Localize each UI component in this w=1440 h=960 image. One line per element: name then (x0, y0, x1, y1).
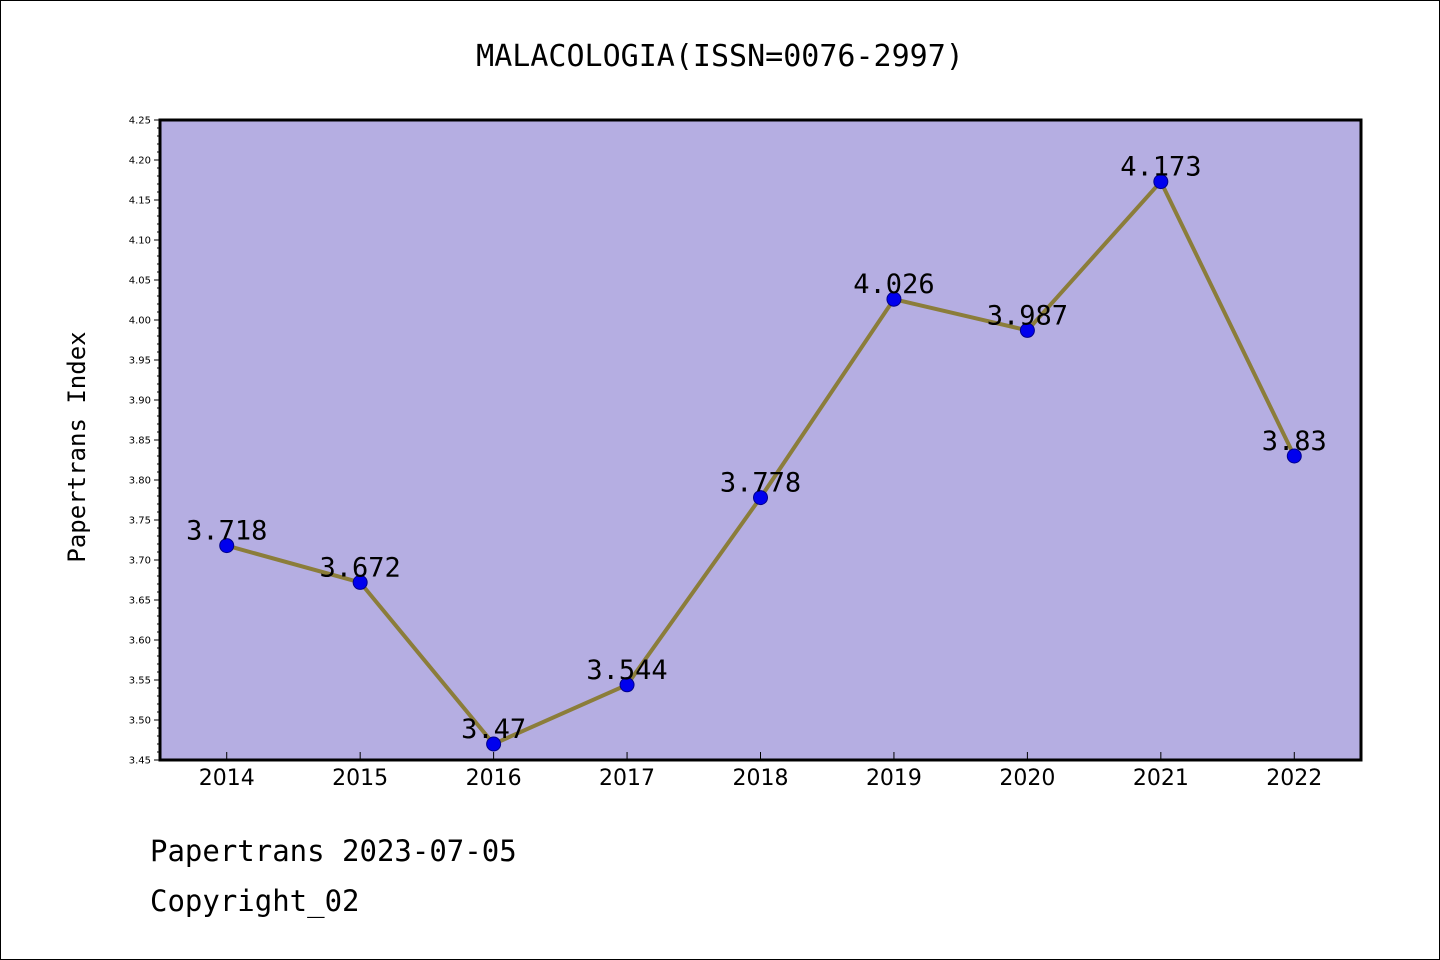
data-label: 3.718 (186, 516, 267, 547)
y-tick-label: 3.90 (129, 396, 151, 407)
x-tick-label: 2022 (1266, 766, 1322, 791)
y-tick-label: 3.55 (129, 676, 151, 687)
y-axis-ticks: 3.45 3.50 3.55 3.60 3.65 3.70 3.75 3.80 3.85 3.90… (129, 116, 160, 767)
data-label: 3.778 (720, 468, 801, 499)
data-point (886, 291, 902, 307)
chart-title: MALACOLOGIA(ISSN=0076-2997) (476, 39, 964, 74)
data-label: 3.672 (320, 552, 401, 583)
y-tick-label: 4.20 (129, 156, 151, 167)
x-tick-label: 2020 (999, 766, 1055, 791)
footer-copyright: Copyright_02 (150, 884, 360, 918)
data-point (1153, 174, 1169, 190)
y-tick-label: 3.65 (129, 596, 151, 607)
data-point (619, 677, 635, 693)
x-axis-ticks: 2014 2015 2016 2017 2018 2019 2020 2021 2022 (199, 752, 1322, 791)
y-tick-label: 3.80 (129, 476, 151, 487)
x-tick-label: 2015 (332, 766, 388, 791)
y-tick-label: 4.10 (129, 236, 151, 247)
series-line-group: 3.718 3.672 3.47 3.544 3.778 4.026 3.987 4.173 3… (186, 152, 1327, 752)
y-tick-label: 4.05 (129, 276, 151, 287)
x-tick-label: 2014 (199, 766, 255, 791)
data-point (1286, 448, 1302, 464)
y-tick-label: 3.75 (129, 516, 151, 527)
data-label: 3.83 (1262, 426, 1327, 457)
y-tick-label: 3.70 (129, 556, 151, 567)
data-point (1019, 322, 1035, 338)
x-tick-label: 2017 (599, 766, 655, 791)
x-tick-label: 2016 (466, 766, 522, 791)
y-tick-label: 3.60 (129, 636, 151, 647)
y-tick-label: 3.50 (129, 716, 151, 727)
x-tick-label: 2021 (1133, 766, 1189, 791)
data-label: 4.173 (1120, 152, 1201, 183)
y-tick-label: 3.45 (129, 756, 151, 767)
data-point (219, 538, 235, 554)
y-tick-label: 4.00 (129, 316, 151, 327)
data-label: 4.026 (853, 269, 934, 300)
footer-date: Papertrans 2023-07-05 (150, 834, 517, 868)
x-tick-label: 2019 (866, 766, 922, 791)
y-tick-label: 3.95 (129, 356, 151, 367)
data-point (352, 574, 368, 590)
data-point (753, 490, 768, 506)
data-point (486, 736, 502, 752)
y-axis-label: Papertrans Index (63, 331, 91, 562)
data-label: 3.544 (586, 655, 667, 686)
y-tick-label: 3.85 (129, 436, 151, 447)
y-tick-label: 4.25 (129, 116, 151, 127)
data-label: 3.987 (987, 300, 1068, 331)
data-label: 3.47 (461, 714, 526, 745)
x-tick-label: 2018 (733, 766, 789, 791)
plot-area (158, 118, 1363, 762)
y-tick-label: 4.15 (129, 196, 151, 207)
